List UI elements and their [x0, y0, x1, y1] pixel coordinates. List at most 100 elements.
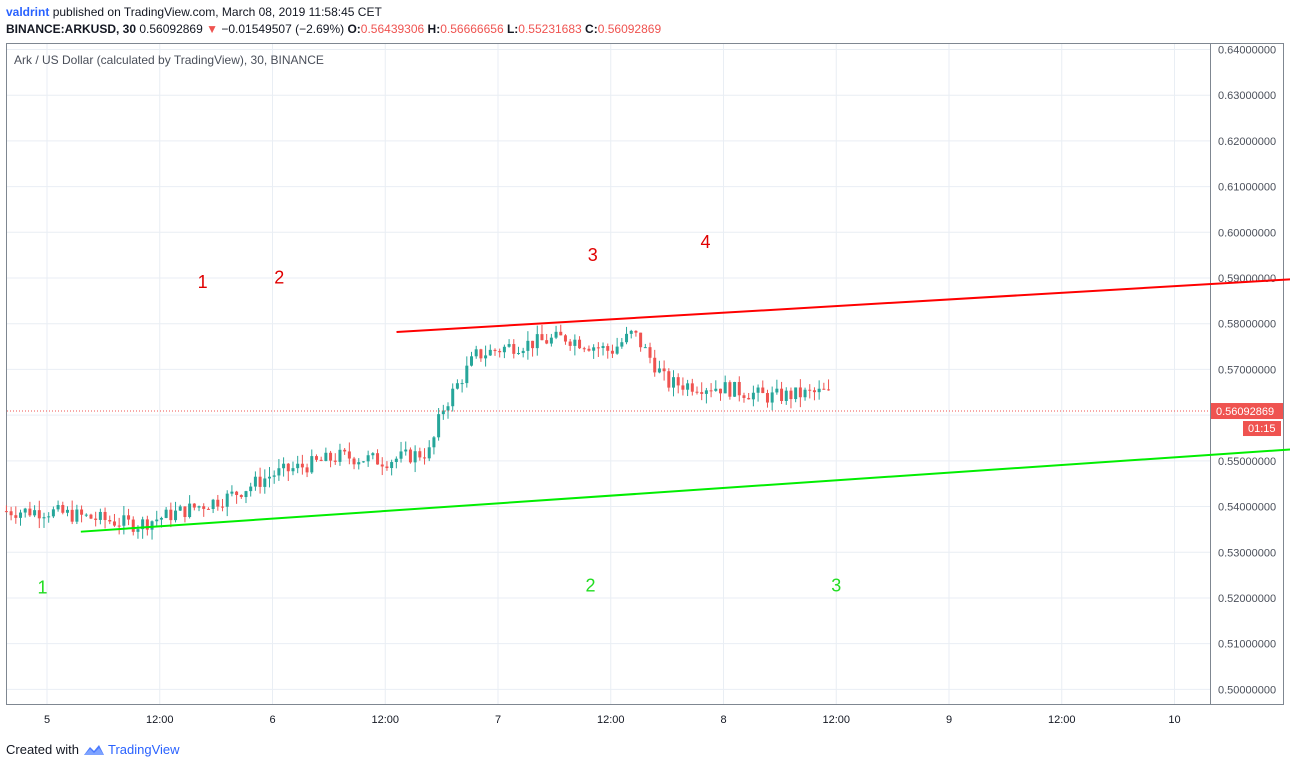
resistance-touch-label: 2	[274, 268, 284, 288]
candle-body	[676, 377, 680, 386]
candle-body	[272, 475, 276, 477]
close-label: C:	[585, 22, 598, 36]
candle-body	[493, 349, 497, 352]
candle-body	[155, 519, 159, 522]
support-touch-label: 1	[37, 577, 47, 597]
time-tick-label: 5	[44, 714, 50, 726]
open-value: 0.56439306	[360, 22, 425, 36]
candle-body	[681, 385, 685, 390]
candle-body	[103, 511, 107, 521]
candle-body	[23, 508, 27, 513]
candle-body	[432, 437, 436, 448]
candle-body	[770, 392, 774, 403]
candle-body	[296, 463, 300, 469]
author-name[interactable]: valdrint	[6, 5, 50, 19]
candle-body	[61, 505, 65, 513]
candle-body	[549, 337, 553, 344]
candle-body	[291, 468, 295, 472]
candle-body	[803, 389, 807, 398]
time-tick-label: 8	[720, 714, 726, 726]
candle-body	[446, 406, 450, 411]
candle-body	[817, 388, 821, 393]
candle-body	[587, 348, 591, 351]
candle-body	[742, 395, 746, 398]
candle-body	[479, 349, 483, 359]
candle-body	[695, 391, 699, 393]
candle-body	[737, 381, 741, 396]
time-axis[interactable]: 5 12:00 6 12:00 7 12:00 8 12:00 9 12:00 10	[44, 714, 1181, 726]
candle-body	[418, 451, 422, 458]
candle-body	[794, 387, 798, 400]
support-trendline	[80, 448, 1290, 533]
candle-body	[756, 387, 760, 393]
candle-body	[300, 463, 304, 468]
candle-body	[625, 333, 629, 343]
candle-body	[667, 371, 671, 388]
candle-body	[385, 466, 389, 469]
candle-body	[451, 388, 455, 407]
candle-body	[578, 339, 582, 349]
candle-body	[390, 462, 394, 469]
candle-body	[423, 457, 427, 459]
high-label: H:	[427, 22, 441, 36]
publish-text: published on TradingView.com, March 08, …	[52, 5, 382, 19]
resistance-touch-label: 3	[588, 245, 598, 265]
candle-body	[225, 493, 229, 507]
close-value: 0.56092869	[597, 22, 662, 36]
candle-body	[601, 346, 605, 349]
candle-body	[827, 389, 831, 391]
candle-body	[399, 451, 403, 459]
candle-body	[765, 393, 769, 403]
candle-body	[376, 453, 380, 465]
price-tick-label: 0.52000000	[1218, 593, 1276, 605]
candle-body	[512, 344, 516, 354]
candle-body	[19, 512, 23, 518]
created-with-text: Created with	[6, 742, 79, 757]
countdown-badge	[1243, 421, 1281, 437]
price-tick-label: 0.50000000	[1218, 684, 1276, 696]
candle-body	[14, 515, 18, 518]
candle-body	[460, 383, 464, 385]
candle-body	[700, 392, 704, 394]
candle-body	[333, 460, 337, 462]
candle-body	[657, 368, 661, 373]
candle-body	[221, 506, 225, 508]
price-tick-label: 0.58000000	[1218, 319, 1276, 331]
time-tick-label: 10	[1168, 714, 1180, 726]
price-tick-label: 0.53000000	[1218, 547, 1276, 559]
candle-body	[352, 458, 356, 465]
candle-body	[145, 519, 149, 530]
candle-body	[531, 340, 535, 349]
price-tick-label: 0.61000000	[1218, 182, 1276, 194]
candle-body	[28, 508, 32, 516]
candle-body	[465, 365, 469, 384]
candle-body	[789, 390, 793, 400]
candle-body	[89, 514, 93, 519]
candle-body	[559, 331, 563, 336]
candle-body	[141, 519, 145, 530]
candle-body	[357, 462, 361, 465]
candle-body	[474, 349, 478, 357]
tradingview-brand[interactable]: TradingView	[83, 742, 180, 757]
candle-body	[178, 506, 182, 511]
candle-body	[690, 383, 694, 392]
candle-body	[310, 456, 314, 473]
candle-body	[108, 520, 112, 522]
candle-body	[192, 503, 196, 508]
candle-body	[206, 508, 210, 510]
candle-body	[639, 332, 643, 348]
tradingview-logo-icon	[83, 744, 104, 755]
annotations: 1 2 3 4 1 2 3	[37, 232, 1290, 597]
last-price-badge	[1211, 403, 1283, 420]
candle-body	[437, 414, 441, 438]
price-tick-label: 0.51000000	[1218, 639, 1276, 651]
price-axis[interactable]: 0.64000000 0.63000000 0.62000000 0.61000000…	[1218, 44, 1276, 696]
candle-body	[324, 452, 328, 461]
candle-body	[117, 525, 121, 527]
candle-body	[408, 449, 412, 463]
candle-body	[286, 463, 290, 472]
support-touch-label: 2	[585, 576, 595, 596]
candle-body	[305, 467, 309, 473]
chart-title: Ark / US Dollar (calculated by TradingVi…	[14, 53, 324, 67]
